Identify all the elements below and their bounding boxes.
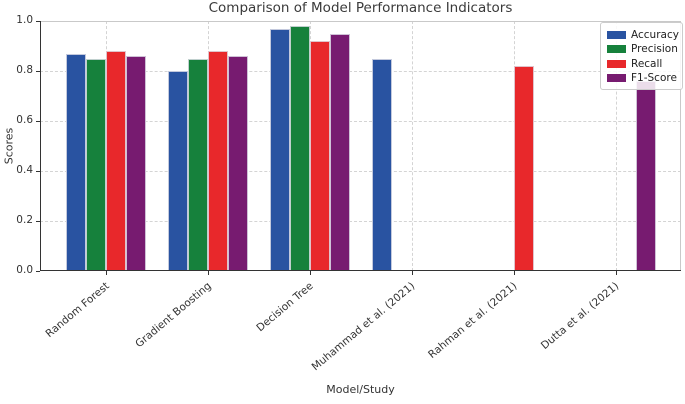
bar-precision-random-forest [86, 58, 106, 271]
bar-accuracy-muhammad-et-al-2021 [372, 58, 392, 271]
plot-area [40, 21, 681, 271]
h-gridline-0.4 [40, 171, 681, 172]
y-axis-title: Scores [2, 127, 16, 165]
x-tick-label-rahman-et-al-2021: Rahman et al. (2021) [426, 280, 520, 361]
legend-swatch-accuracy [607, 30, 626, 39]
x-axis-title: Model/Study [326, 383, 395, 396]
v-gridline-muhammad-et-al-2021 [412, 21, 413, 271]
bar-precision-decision-tree [290, 26, 310, 271]
y-tick-label-0.6: 0.6 [16, 114, 33, 126]
x-axis-spine [40, 270, 681, 271]
bar-recall-rahman-et-al-2021 [514, 66, 534, 271]
y-tick-label-0.2: 0.2 [16, 214, 33, 226]
legend-item-recall: Recall [601, 57, 682, 71]
h-gridline-1 [40, 21, 681, 22]
legend-swatch-f1-score [607, 74, 626, 82]
legend-item-accuracy: Accuracy [601, 28, 682, 42]
legend-label-recall: Recall [631, 57, 663, 70]
bar-f1-score-dutta-et-al-2021 [636, 81, 656, 271]
x-tick-mark-gradient-boosting [208, 271, 209, 275]
y-tick-mark-0.6 [36, 121, 40, 122]
bar-recall-gradient-boosting [208, 51, 228, 271]
bar-f1-score-decision-tree [330, 33, 350, 271]
bar-f1-score-gradient-boosting [228, 56, 248, 271]
y-tick-mark-0.4 [36, 171, 40, 172]
y-tick-label-0.8: 0.8 [16, 64, 33, 76]
x-tick-mark-dutta-et-al-2021 [616, 271, 617, 275]
x-tick-label-dutta-et-al-2021: Dutta et al. (2021) [539, 280, 622, 352]
bar-precision-gradient-boosting [188, 58, 208, 271]
y-tick-label-1.0: 1.0 [16, 14, 33, 26]
y-tick-mark-1.0 [36, 21, 40, 22]
x-tick-label-decision-tree: Decision Tree [254, 280, 316, 335]
x-tick-mark-muhammad-et-al-2021 [412, 271, 413, 275]
x-tick-mark-rahman-et-al-2021 [514, 271, 515, 275]
bar-recall-random-forest [106, 51, 126, 271]
y-tick-label-0.4: 0.4 [16, 164, 33, 176]
x-tick-label-random-forest: Random Forest [43, 280, 112, 341]
legend-swatch-precision [607, 45, 626, 53]
bar-accuracy-random-forest [66, 53, 86, 271]
y-tick-mark-0.8 [36, 71, 40, 72]
legend-item-precision: Precision [601, 42, 682, 56]
h-gridline-0.8 [40, 71, 681, 72]
h-gridline-0.2 [40, 221, 681, 222]
legend-label-precision: Precision [631, 43, 678, 55]
y-tick-mark-0.0 [36, 271, 40, 272]
bar-f1-score-random-forest [126, 56, 146, 271]
chart-title: Comparison of Model Performance Indicato… [208, 0, 513, 16]
legend-item-f1-score: F1-Score [601, 71, 682, 85]
v-gridline-dutta-et-al-2021 [616, 21, 617, 271]
y-tick-label-0.0: 0.0 [16, 264, 33, 276]
legend-label-accuracy: Accuracy [631, 28, 679, 41]
legend-label-f1-score: F1-Score [631, 72, 677, 84]
x-tick-mark-random-forest [106, 271, 107, 275]
bar-accuracy-gradient-boosting [168, 71, 188, 271]
x-tick-label-gradient-boosting: Gradient Boosting [133, 280, 214, 351]
y-axis-spine [40, 21, 41, 271]
legend-swatch-recall [607, 59, 626, 68]
bar-accuracy-decision-tree [270, 28, 290, 271]
x-tick-mark-decision-tree [310, 271, 311, 275]
x-tick-label-muhammad-et-al-2021: Muhammad et al. (2021) [309, 280, 418, 374]
h-gridline-0.6 [40, 121, 681, 122]
legend: Accuracy Precision Recall F1-Score [600, 22, 683, 90]
y-tick-mark-0.2 [36, 221, 40, 222]
bar-recall-decision-tree [310, 41, 330, 271]
